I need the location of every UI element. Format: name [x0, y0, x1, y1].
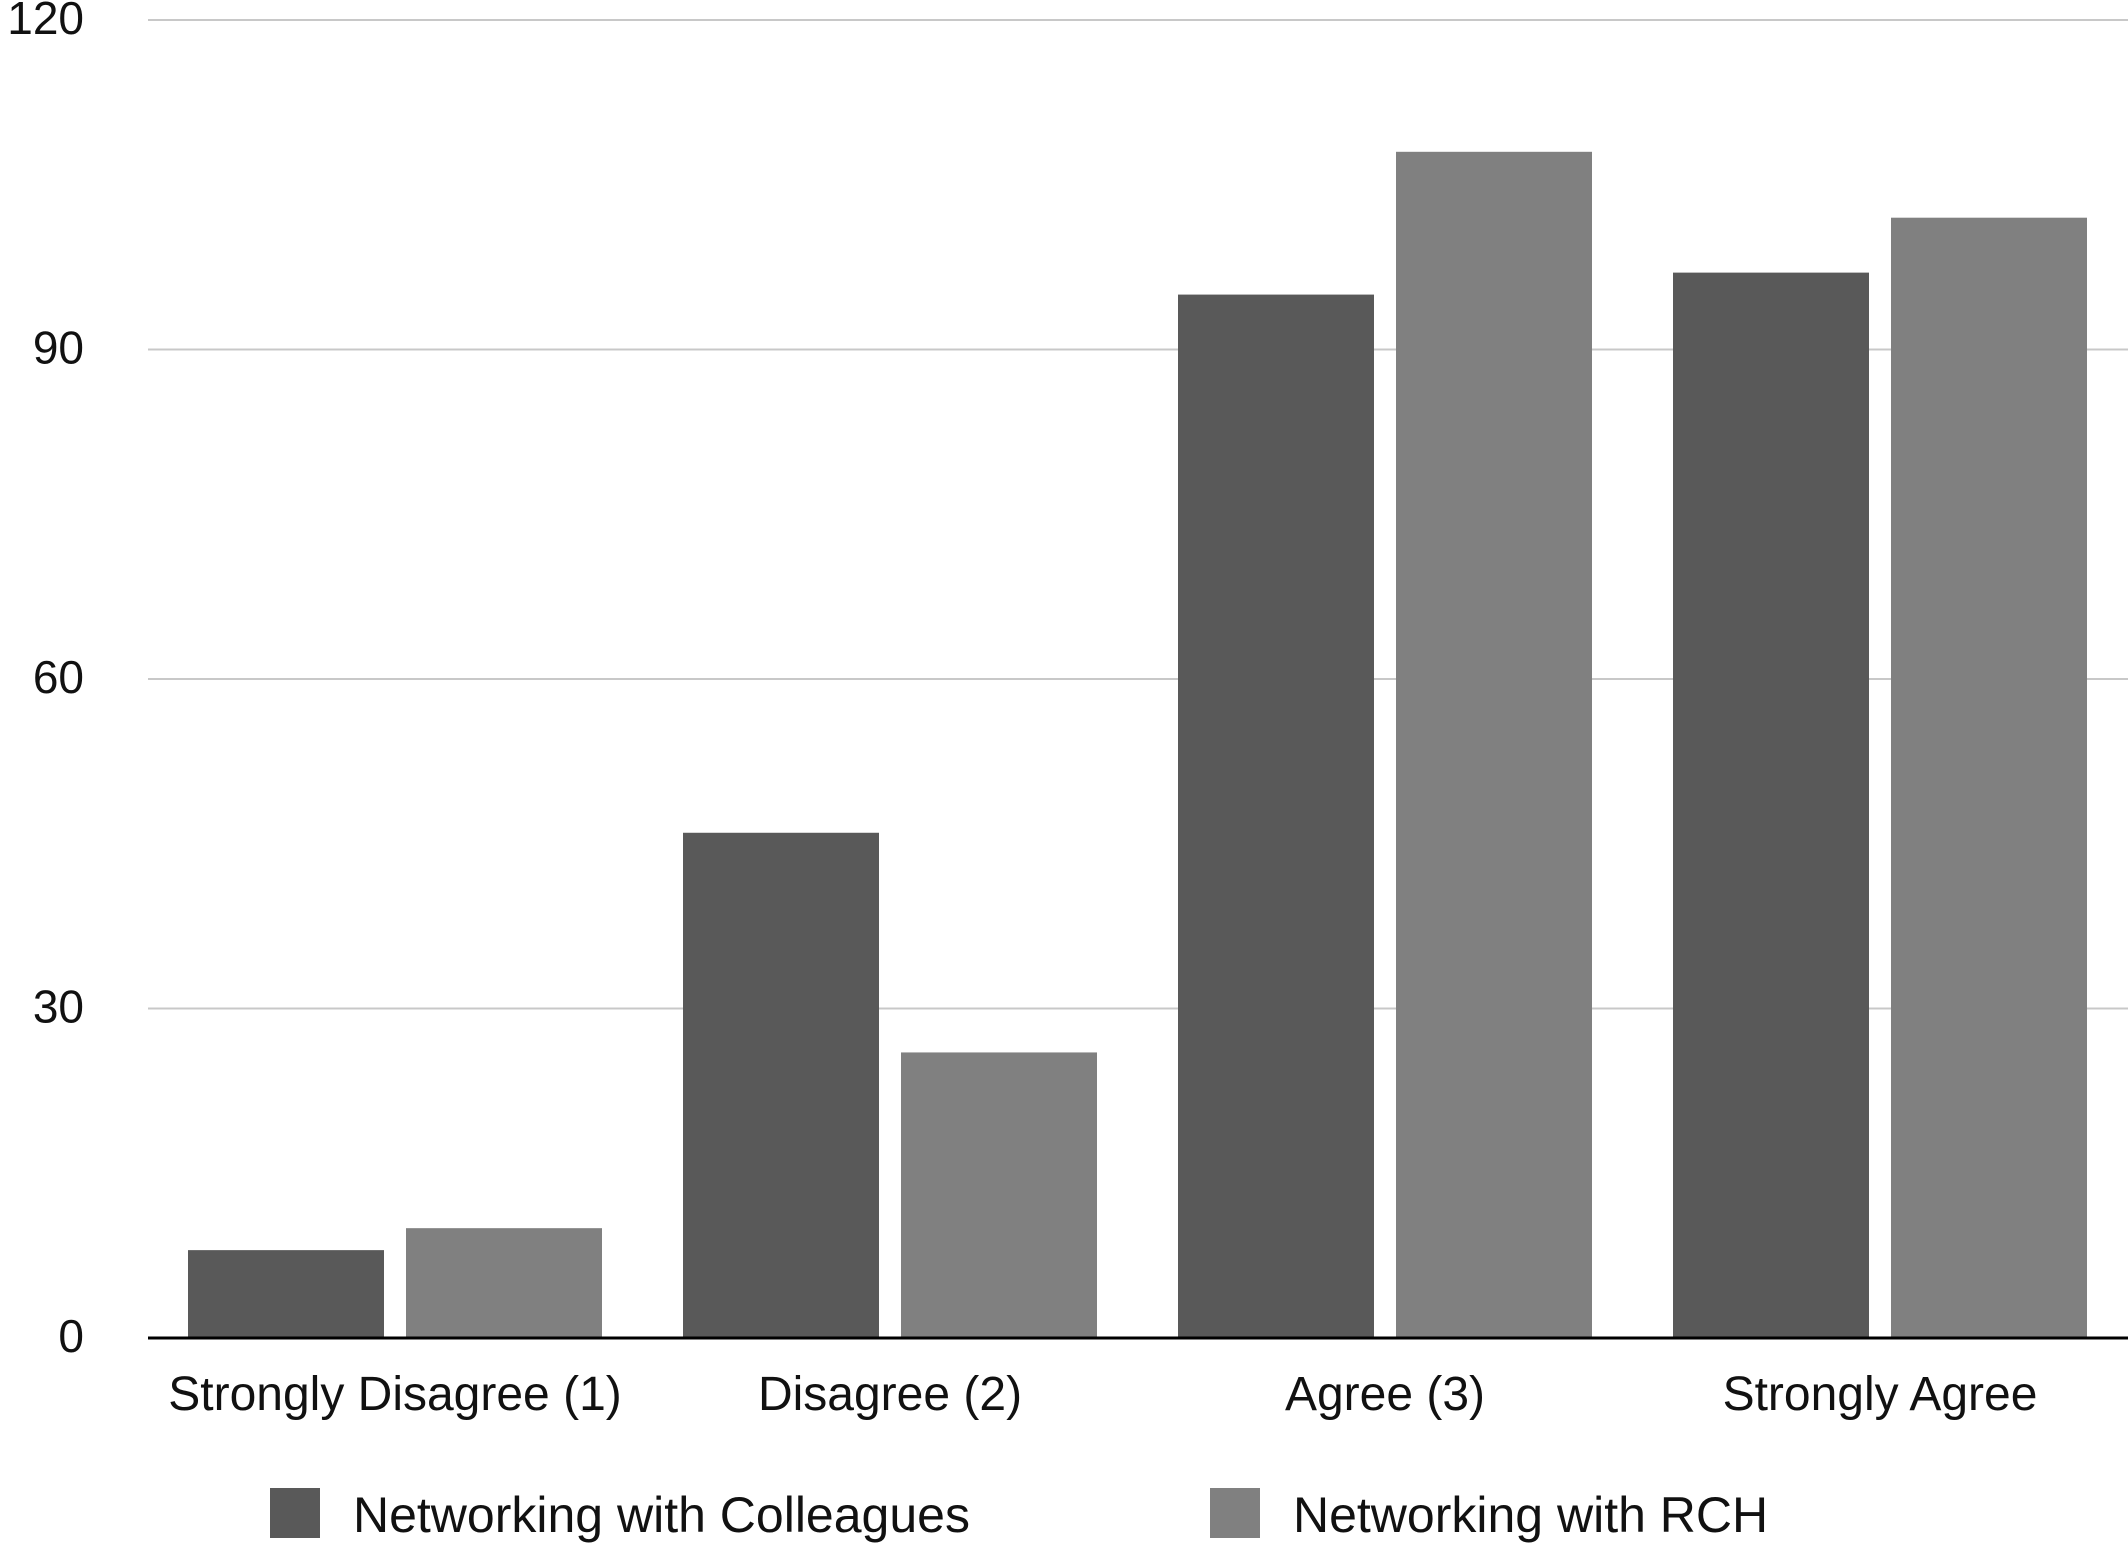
y-tick-label: 90 [33, 322, 84, 374]
x-axis-labels: Strongly Disagree (1) Disagree (2) Agree (… [168, 1368, 2037, 1421]
y-axis-ticks: 0 30 60 90 120 [7, 0, 84, 1362]
y-tick-label: 120 [7, 0, 84, 44]
legend-label: Networking with Colleagues [353, 1487, 970, 1543]
legend: Networking with Colleagues Networking wit… [270, 1487, 1768, 1543]
legend-swatch [270, 1488, 320, 1538]
x-tick-label: Disagree (2) [758, 1368, 1022, 1421]
x-tick-label: Strongly Agree [1723, 1368, 2038, 1421]
y-tick-label: 30 [33, 981, 84, 1033]
bars [188, 151, 2087, 1339]
bar [406, 1228, 602, 1338]
x-tick-label: Strongly Disagree (1) [168, 1368, 622, 1421]
bar [1673, 272, 1869, 1338]
y-tick-label: 0 [58, 1310, 84, 1362]
bar [1396, 151, 1592, 1338]
bar [683, 832, 879, 1338]
bar [901, 1052, 1097, 1338]
bar [1891, 217, 2087, 1339]
x-tick-label: Agree (3) [1285, 1368, 1485, 1421]
bar [188, 1250, 384, 1338]
y-tick-label: 60 [33, 651, 84, 703]
legend-label: Networking with RCH [1293, 1487, 1768, 1543]
bar [1178, 294, 1374, 1338]
legend-swatch [1210, 1488, 1260, 1538]
